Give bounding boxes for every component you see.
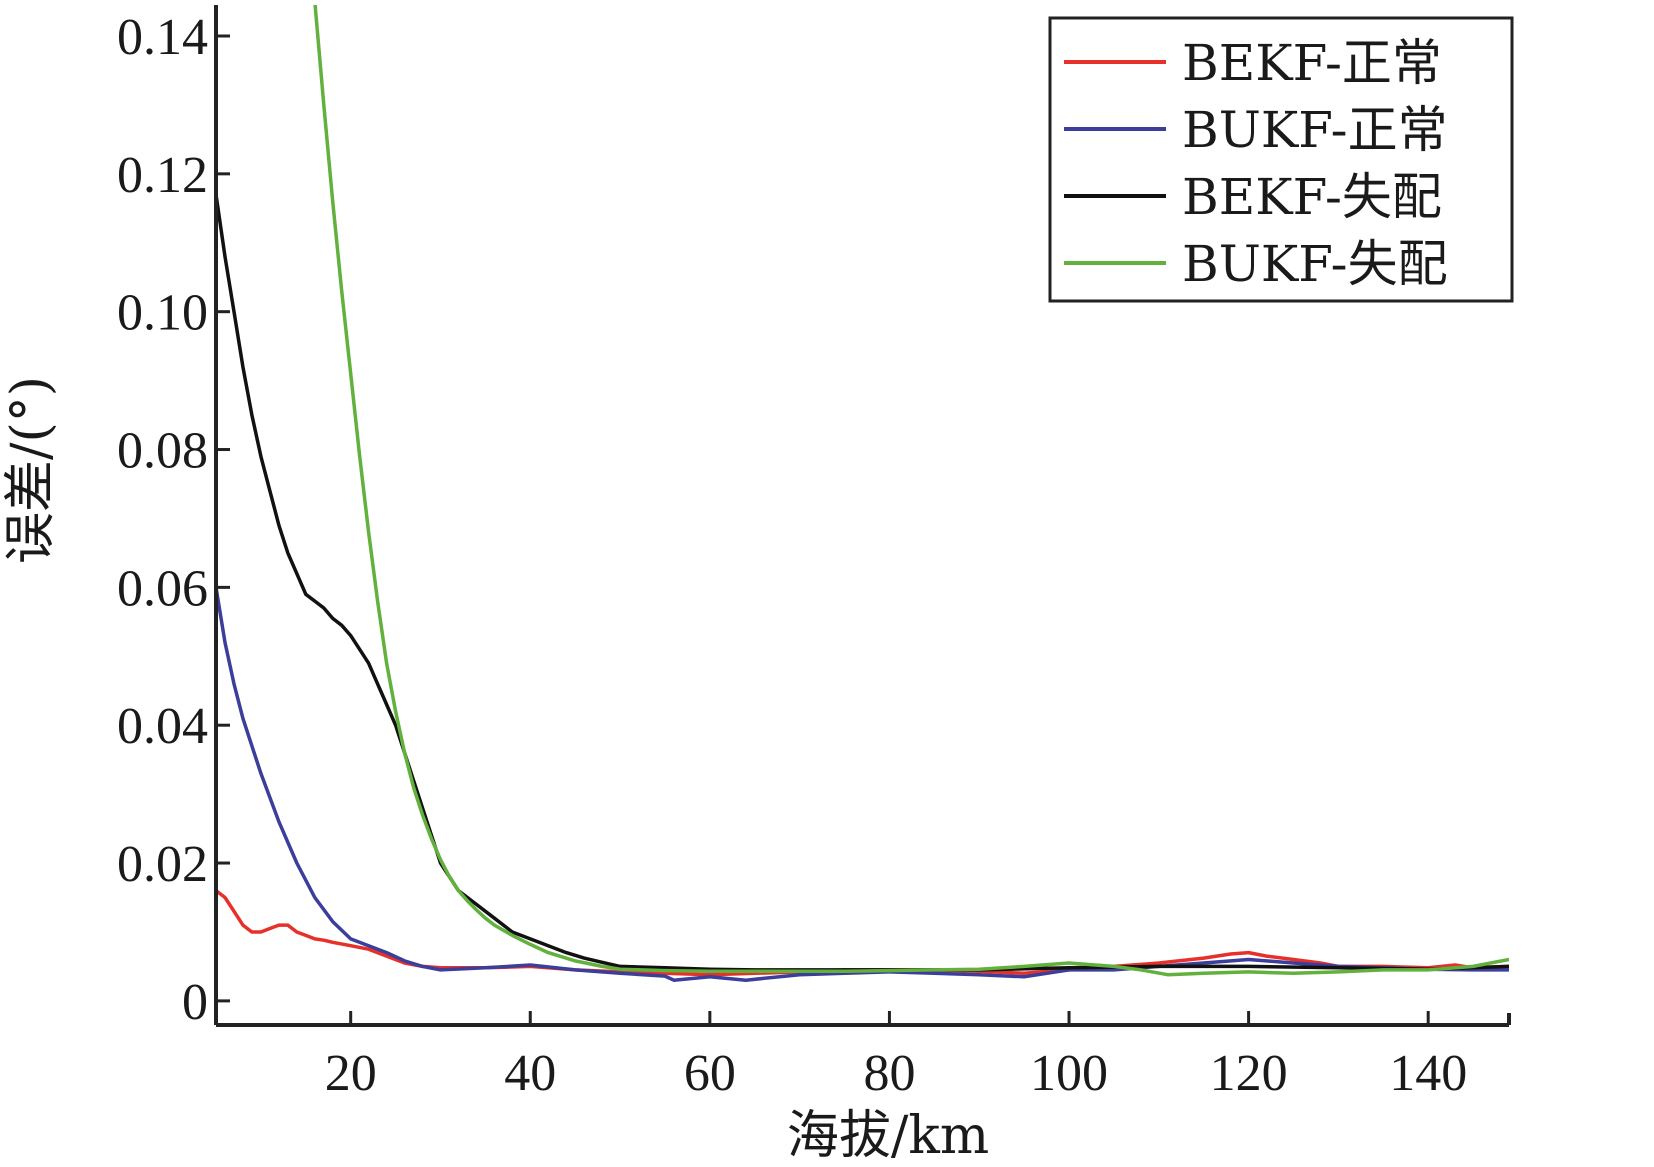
y-tick-label: 0.04 [117,698,208,755]
y-axis-title: 误差/(°) [1,376,61,564]
legend-label: BEKF-正常 [1182,34,1442,92]
y-tick-label: 0 [182,974,208,1031]
series-layer [216,5,1509,982]
legend: BEKF-正常 BUKF-正常 BEKF-失配 BUKF-失配 [1048,16,1514,303]
x-tick-label: 20 [325,1045,377,1102]
x-ticks: 20 40 60 80 100 120 140 [325,1011,1467,1102]
y-tick-label: 0.10 [117,285,208,342]
x-tick-label: 60 [684,1045,736,1102]
legend-items: BEKF-正常 BUKF-正常 BEKF-失配 BUKF-失配 [1064,34,1448,293]
x-axis-title: 海拔/km [787,1106,989,1166]
y-tick-label: 0.14 [117,9,208,66]
x-tick-label: 140 [1389,1045,1467,1102]
x-tick-label: 80 [863,1045,915,1102]
series-line-2 [216,587,1509,982]
legend-label: BEKF-失配 [1182,168,1442,226]
legend-box [1048,16,1514,303]
legend-label: BUKF-失配 [1182,235,1448,293]
x-tick-label: 100 [1030,1045,1108,1102]
x-tick-label: 40 [504,1045,556,1102]
x-tick-label: 120 [1210,1045,1288,1102]
y-tick-label: 0.12 [117,147,208,204]
y-tick-label: 0.02 [117,836,208,893]
series-line-4 [313,5,1509,977]
y-tick-label: 0.06 [117,560,208,617]
series-line-3 [216,194,1509,972]
legend-label: BUKF-正常 [1182,101,1448,159]
y-tick-label: 0.08 [117,423,208,480]
series-line-1 [216,889,1509,977]
y-ticks: 0 0.02 0.04 0.06 0.08 0.10 0.12 0.14 [117,9,230,1031]
